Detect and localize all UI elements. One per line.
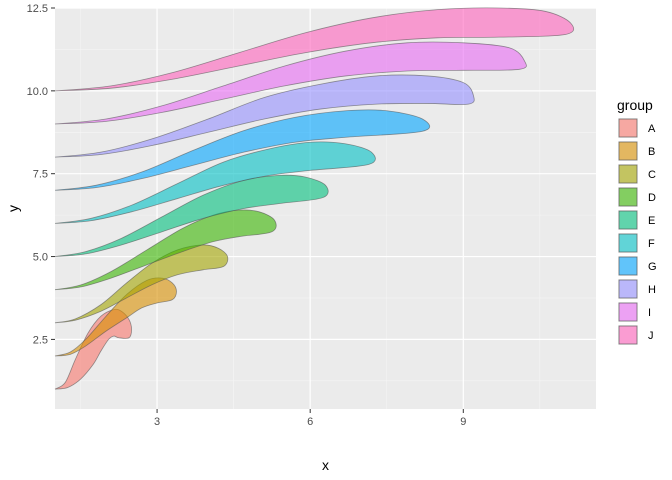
- y-tick-label: 10.0: [27, 86, 48, 98]
- series-shape-I: [54, 41, 527, 125]
- legend-key-F: [618, 233, 638, 253]
- x-axis-ticks: 3 6 9: [154, 409, 466, 428]
- series-shape-J: [54, 7, 575, 92]
- legend-title: group: [617, 97, 653, 113]
- series-shape-G: [54, 109, 431, 191]
- legend-key-E: [618, 210, 638, 230]
- series-shape-C: [54, 244, 229, 324]
- legend-label-B: B: [648, 146, 655, 158]
- legend-key-I: [618, 302, 638, 322]
- legend-label-I: I: [648, 307, 651, 319]
- legend-label-E: E: [648, 215, 655, 227]
- legend-key-H: [618, 279, 638, 299]
- y-tick-label: 2.5: [33, 334, 48, 346]
- y-axis-title: y: [5, 205, 21, 212]
- legend-label-A: A: [648, 123, 656, 135]
- y-tick-label: 12.5: [27, 3, 48, 15]
- series-shape-D: [54, 209, 277, 291]
- series-shape-A: [54, 308, 132, 390]
- legend-key-J: [618, 325, 638, 345]
- legend-key-C: [618, 164, 638, 184]
- series-shapes: [54, 7, 575, 390]
- legend-label-D: D: [648, 192, 656, 204]
- x-axis-title: x: [322, 457, 329, 473]
- x-tick-label: 3: [154, 416, 160, 428]
- legend-key-G: [618, 256, 638, 276]
- series-shape-H: [54, 74, 475, 158]
- legend-key-A: [618, 118, 638, 138]
- legend-label-F: F: [648, 238, 655, 250]
- y-axis-ticks: 2.5 5.0 7.5 10.0 12.5: [27, 3, 55, 346]
- legend-label-H: H: [648, 284, 656, 296]
- series-shape-E: [54, 174, 329, 257]
- series-shape-F: [54, 141, 376, 224]
- legend-key-B: [618, 141, 638, 161]
- series-shape-B: [54, 277, 177, 357]
- legend-label-G: G: [648, 261, 657, 273]
- x-tick-label: 9: [460, 416, 466, 428]
- legend-label-J: J: [648, 330, 654, 342]
- x-tick-label: 6: [307, 416, 313, 428]
- legend-key-D: [618, 187, 638, 207]
- y-tick-label: 7.5: [33, 169, 48, 181]
- y-tick-label: 5.0: [33, 252, 48, 264]
- legend-label-C: C: [648, 169, 656, 181]
